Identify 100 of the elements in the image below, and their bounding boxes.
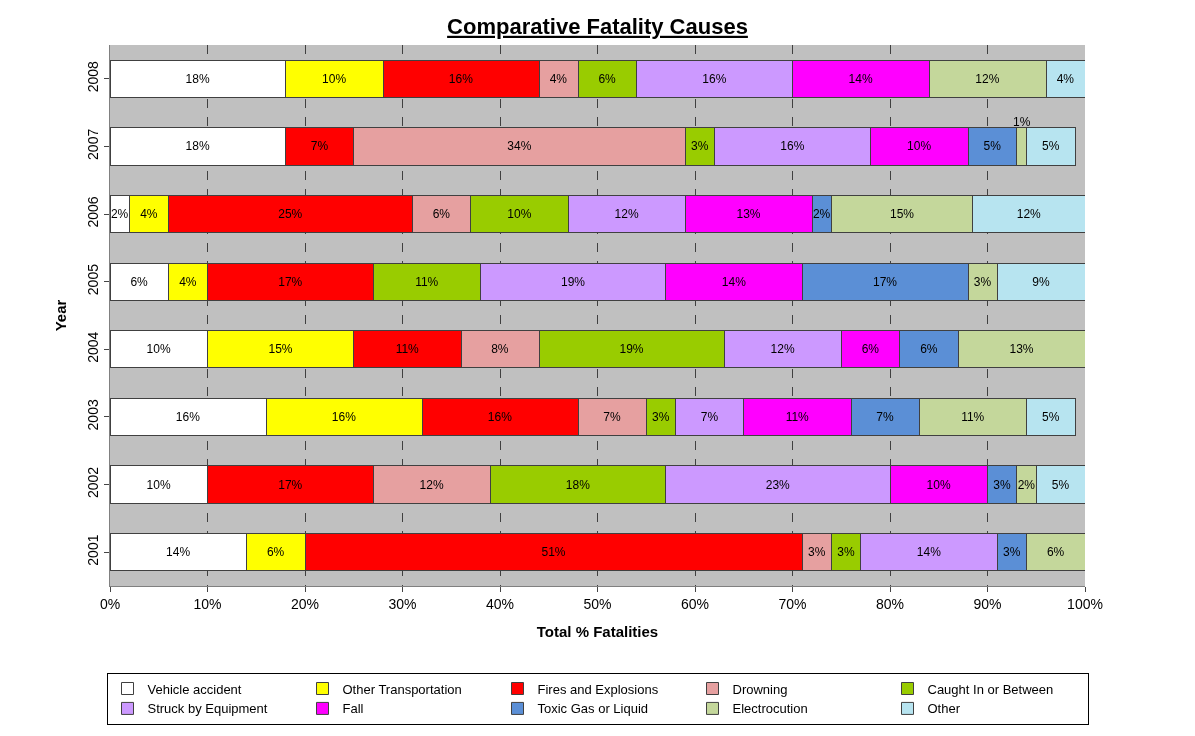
data-label: 7% [876, 409, 894, 424]
data-label: 18% [185, 71, 210, 86]
data-label: 17% [278, 477, 303, 492]
data-label: 16% [702, 71, 727, 86]
data-label: 16% [487, 409, 513, 424]
legend-label: Fires and Explosions [537, 681, 659, 697]
data-label: 14% [916, 545, 942, 560]
x-tick-label: 100% [1067, 595, 1103, 612]
data-label: 6% [130, 274, 149, 289]
data-label: 16% [175, 409, 201, 424]
legend-label: Struck by Equipment [147, 701, 268, 717]
data-label: 9% [1032, 274, 1050, 289]
data-label: 14% [721, 274, 747, 289]
data-label: 11% [415, 274, 439, 289]
data-label: 17% [278, 274, 303, 289]
data-label: 2% [110, 207, 129, 222]
data-label: 4% [1056, 71, 1075, 86]
data-label: 7% [700, 409, 719, 424]
data-label: 10% [146, 477, 171, 492]
data-label: 11% [785, 409, 810, 424]
data-label: 16% [780, 139, 805, 154]
data-label: 6% [598, 71, 617, 86]
y-axis-title: Year [51, 299, 69, 332]
legend-label: Caught In or Between [927, 681, 1054, 697]
data-label: 3% [993, 477, 1011, 492]
data-label: 51% [541, 545, 566, 560]
data-label: 18% [565, 477, 591, 492]
data-label: 18% [185, 139, 210, 154]
data-label: 12% [614, 207, 639, 222]
data-label: 17% [872, 274, 898, 289]
data-label: 10% [926, 477, 951, 492]
data-label: 23% [765, 477, 791, 492]
legend-label: Drowning [732, 681, 788, 697]
data-label: 8% [491, 342, 509, 357]
data-label: 6% [266, 545, 285, 560]
data-label: 16% [331, 409, 357, 424]
x-tick-label: 10% [193, 595, 222, 612]
data-label: 6% [432, 207, 451, 222]
data-label: 12% [770, 342, 795, 357]
x-tick-label: 60% [680, 595, 710, 612]
data-label: 3% [1003, 545, 1021, 560]
data-label: 4% [179, 274, 197, 289]
x-tick-label: 90% [973, 595, 1002, 612]
legend-label: Vehicle accident [147, 681, 242, 697]
x-tick-label: 40% [485, 595, 515, 612]
data-label: 13% [736, 207, 761, 222]
data-label: 10% [507, 207, 532, 222]
y-tick-label: 2003 [85, 399, 102, 431]
y-tick-label: 2004 [85, 331, 102, 363]
data-label: 12% [975, 71, 1000, 86]
y-tick-label: 2001 [85, 534, 102, 566]
y-tick-label: 2006 [85, 196, 102, 228]
data-label: 16% [448, 71, 474, 86]
data-label: 19% [560, 274, 586, 289]
data-label: 2% [1017, 477, 1036, 492]
data-label: 19% [619, 342, 644, 357]
data-label: 12% [419, 477, 444, 492]
data-label: 11% [961, 409, 985, 424]
data-label: 15% [268, 342, 293, 357]
legend-label: Other Transportation [342, 681, 462, 697]
x-tick-label: 20% [290, 595, 320, 612]
data-label: 12% [1016, 207, 1042, 222]
data-label: 5% [983, 139, 1002, 154]
data-label: 10% [146, 342, 171, 357]
data-label: 2% [812, 207, 831, 222]
data-label: 5% [1042, 139, 1060, 154]
data-label: 3% [837, 545, 855, 560]
data-label: 7% [310, 139, 329, 154]
data-label: 5% [1042, 409, 1060, 424]
data-label: 4% [549, 71, 568, 86]
x-tick-label: 80% [875, 595, 905, 612]
data-label: 10% [907, 139, 932, 154]
data-label: 6% [861, 342, 880, 357]
data-label: 14% [166, 545, 191, 560]
data-label: 3% [652, 409, 670, 424]
chart-title: Comparative Fatality Causes [447, 13, 748, 39]
data-label: 15% [890, 207, 915, 222]
legend-label: Electrocution [732, 701, 808, 717]
x-tick-label: 50% [583, 595, 612, 612]
data-label: 3% [973, 274, 992, 289]
data-label: 4% [140, 207, 158, 222]
data-label: 25% [278, 207, 303, 222]
data-label: 3% [691, 139, 709, 154]
data-label: 6% [1046, 545, 1065, 560]
legend-label: Other [927, 701, 961, 717]
y-tick-label: 2007 [85, 128, 102, 160]
data-label: 1% [1013, 115, 1031, 129]
data-label: 13% [1009, 342, 1034, 357]
x-tick-label: 70% [778, 595, 807, 612]
data-label: 34% [507, 139, 532, 154]
x-axis-title: Total % Fatalities [536, 622, 659, 640]
data-label: 11% [395, 342, 420, 357]
x-tick-label: 0% [99, 595, 121, 612]
y-tick-label: 2005 [85, 263, 102, 296]
data-label: 3% [808, 545, 826, 560]
data-label: 7% [603, 409, 621, 424]
legend-label: Toxic Gas or Liquid [537, 701, 649, 717]
y-tick-label: 2002 [85, 466, 102, 499]
legend-label: Fall [342, 701, 364, 717]
data-label: 5% [1051, 477, 1070, 492]
